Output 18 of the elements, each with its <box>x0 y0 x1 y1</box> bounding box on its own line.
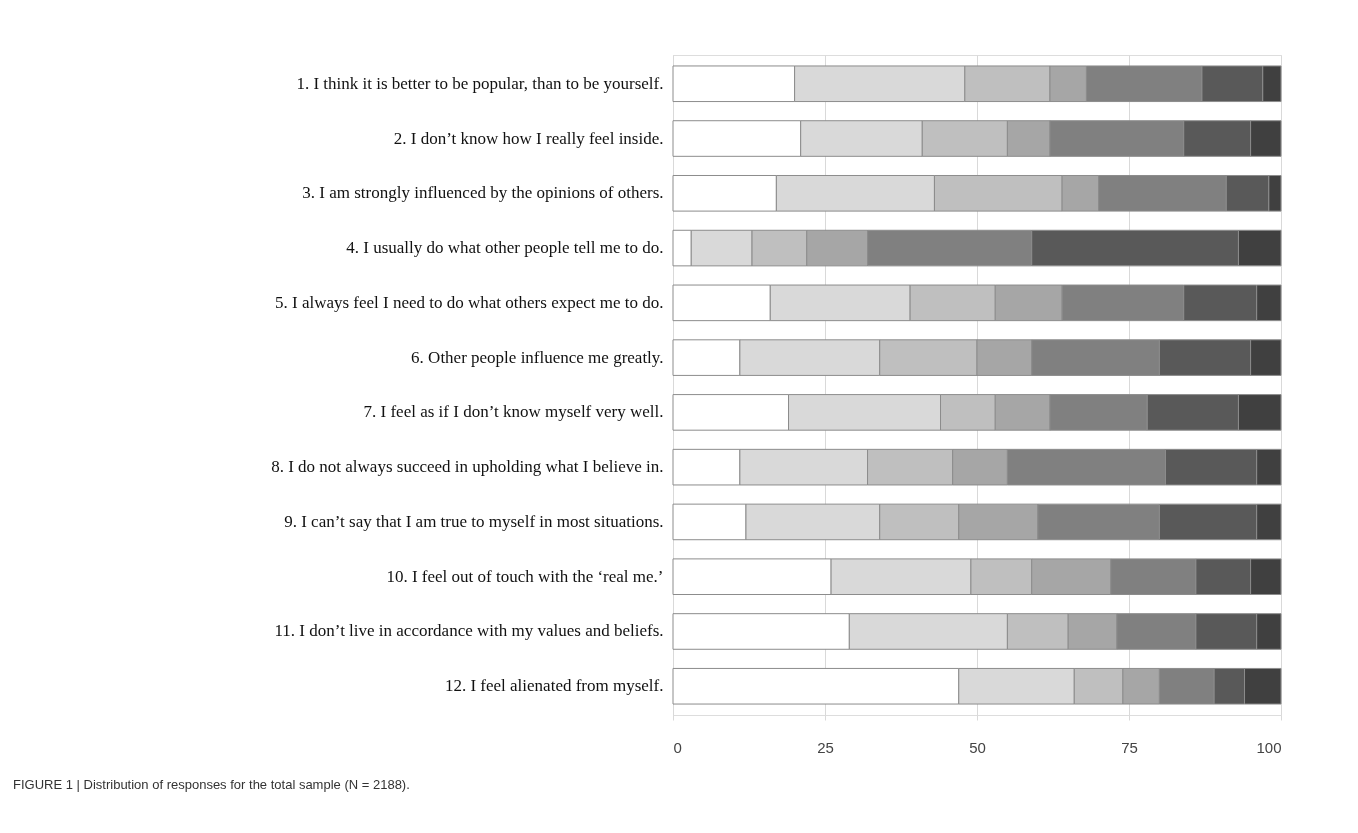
y-tick-label: 4. I usually do what other people tell me to do. <box>346 238 664 258</box>
x-tick-label: 50 <box>969 738 986 756</box>
x-tick-label: 0 <box>673 738 682 756</box>
x-tick-label: 25 <box>817 738 834 756</box>
y-tick-label: 3. I am strongly influenced by the opinions of others. <box>302 183 664 203</box>
caption: FIGURE 1 | Distribution of responses for the total sample (N = 2188). <box>13 777 410 792</box>
y-tick-label: 5. I always feel I need to do what others expect me to do. <box>274 292 664 312</box>
y-tick-label: 10. I feel out of touch with the ‘real me.’ <box>386 566 664 586</box>
y-tick-label: 8. I do not always succeed in upholding what I believe in. <box>271 457 664 477</box>
x-tick-label: 75 <box>1121 738 1138 756</box>
x-tick-label: 100 <box>1256 738 1282 756</box>
y-tick-label: 9. I can’t say that I am true to myself in most situations. <box>284 511 664 531</box>
y-tick-label: 7. I feel as if I don’t know myself very well. <box>363 402 664 422</box>
y-tick-label: 2. I don’t know how I really feel inside. <box>393 128 664 148</box>
y-tick-label: 1. I think it is better to be popular, than to be yourself. <box>296 73 664 93</box>
y-tick-label: 11. I don’t live in accordance with my values and beliefs. <box>274 621 664 641</box>
y-tick-label: 6. Other people influence me greatly. <box>411 347 664 367</box>
y-tick-label: 12. I feel alienated from myself. <box>444 676 664 696</box>
